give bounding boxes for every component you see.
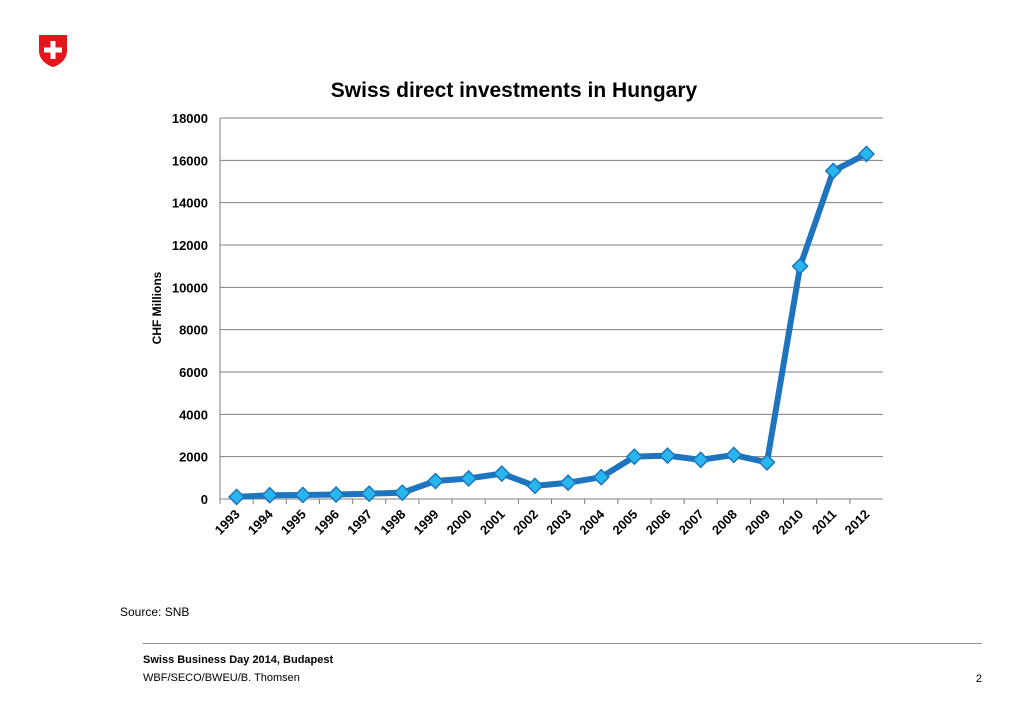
x-tick-label: 2008 [709,507,740,538]
y-axis-label: CHF Millions [150,271,164,344]
data-point-marker [692,451,710,469]
data-point-marker [857,145,875,163]
footer-title: Swiss Business Day 2014, Budapest [143,654,334,666]
x-tick-label: 2009 [742,507,773,538]
data-point-marker [493,465,511,483]
data-point-marker [625,448,643,466]
x-tick-label: 2004 [576,506,608,538]
data-point-marker [725,446,743,464]
data-point-marker [261,486,279,504]
swiss-cross-shield-icon [39,35,67,67]
x-tick-label: 1996 [311,507,342,538]
footer-subtitle: WBF/SECO/BWEU/B. Thomsen [143,672,300,684]
x-axis-ticks: 1993 1994 1995 1996 1997 1998 1999 2000 2001 2002… [212,506,873,538]
x-tick-label: 1995 [278,507,309,538]
series-line-path [233,150,870,500]
y-tick-label: 2000 [179,450,208,465]
data-point-marker [658,447,677,465]
x-tick-label: 2002 [510,507,541,538]
x-tick-label: 1994 [245,506,277,538]
line-chart: Swiss direct investments in Hungary 0 200… [150,79,883,538]
y-tick-label: 18000 [172,111,208,126]
x-tick-label: 2011 [809,507,840,538]
x-tick-label: 1998 [377,507,408,538]
x-tick-label: 1997 [344,507,375,538]
data-point-marker [460,469,478,488]
series-line [233,150,870,500]
y-axis-ticks: 0 2000 4000 6000 8000 10000 12000 14000 16000 180… [172,111,208,507]
y-tick-label: 10000 [172,280,208,295]
data-point-marker [526,477,544,495]
chart-title: Swiss direct investments in Hungary [331,79,698,102]
gridlines [219,117,883,504]
y-tick-label: 8000 [179,323,208,338]
page-number: 2 [975,673,982,685]
data-point-marker [426,472,445,490]
data-point-marker [559,474,577,492]
x-tick-label: 1999 [411,507,442,538]
x-tick-label: 2007 [676,507,707,538]
data-point-marker [824,162,842,180]
y-tick-label: 14000 [172,196,208,211]
data-point-marker [294,486,312,504]
data-point-marker [592,468,610,486]
x-tick-label: 2006 [643,507,674,538]
x-tick-label: 2010 [775,507,806,538]
series-markers [228,145,875,506]
y-tick-label: 4000 [179,407,208,422]
x-tick-label: 2005 [609,507,640,538]
x-tick-label: 2001 [477,507,508,538]
data-point-marker [228,488,246,506]
x-tick-label: 2000 [444,507,475,538]
source-note: Source: SNB [120,605,190,619]
footer-divider [143,643,982,644]
y-tick-label: 6000 [179,365,208,380]
x-tick-label: 2012 [841,507,872,538]
y-tick-label: 0 [201,492,208,507]
y-tick-label: 16000 [172,153,208,168]
x-tick-label: 1993 [212,507,243,538]
x-tick-label: 2003 [543,507,574,538]
data-point-marker [327,485,345,504]
data-point-marker [393,484,411,502]
y-tick-label: 12000 [172,238,208,253]
data-point-marker [360,485,378,503]
data-point-marker [791,257,809,275]
data-point-marker [758,453,776,471]
